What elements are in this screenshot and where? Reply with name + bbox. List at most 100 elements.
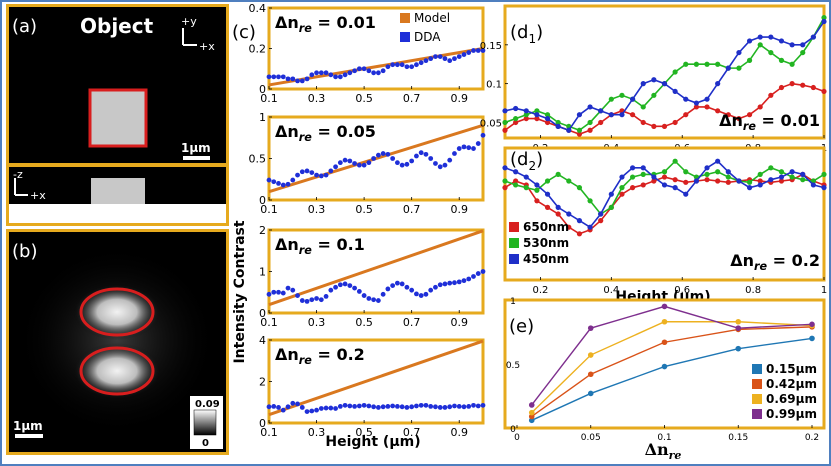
c2-dda-point — [285, 181, 291, 187]
panel-a-label: (a) — [12, 16, 37, 37]
d2-point-650nm — [715, 178, 721, 184]
d1-point-450nm — [789, 42, 795, 48]
d2-point-450nm — [566, 211, 572, 217]
c4-dda-point — [276, 405, 281, 410]
d1-point-530nm — [821, 15, 827, 21]
c3-dda-point — [328, 287, 334, 293]
e-point-0.15μm — [528, 417, 535, 424]
c1-dda-point — [295, 78, 300, 84]
c3-dda-point — [366, 296, 372, 301]
c1-dda-point — [276, 74, 281, 80]
c1-dda-point — [475, 48, 481, 53]
colorbar — [193, 409, 217, 436]
d1-point-450nm — [534, 112, 540, 118]
e-xtick-label: 0.1 — [657, 433, 671, 443]
d1-point-450nm — [576, 112, 583, 118]
c3-xtick-label: 0.5 — [355, 316, 373, 329]
axis-x-label: +x — [199, 40, 215, 53]
c3-dda-point — [276, 289, 281, 295]
d1-point-650nm — [651, 123, 657, 129]
c4-dda-point — [352, 404, 357, 409]
d1-point-450nm — [736, 49, 742, 56]
d2-point-530nm — [619, 185, 625, 191]
c1-dda-point — [466, 50, 472, 55]
d2-point-530nm — [534, 187, 540, 193]
c2-dda-point — [266, 177, 272, 183]
c2-dda-point — [328, 168, 334, 174]
c2-dda-point — [466, 145, 472, 151]
c1-dda-point — [471, 48, 476, 53]
d1-point-530nm — [502, 119, 508, 126]
d1-point-650nm — [778, 84, 785, 91]
c2-dda-point — [433, 161, 438, 166]
c4-dda-point — [285, 404, 291, 410]
c2-dda-point — [361, 162, 367, 168]
d1-point-530nm — [544, 112, 551, 118]
c1-dda-point — [423, 58, 429, 64]
c2-dda-point — [409, 158, 415, 164]
c3-dda-point — [447, 280, 453, 286]
d2-point-650nm — [534, 198, 540, 204]
panel-b-label: (b) — [12, 241, 37, 262]
d1-point-530nm — [789, 61, 795, 67]
legend-069-swatch — [752, 394, 762, 404]
d1-point-450nm — [683, 96, 689, 102]
d1-title: Δnre = 0.01 — [719, 111, 820, 133]
d1-point-450nm — [598, 108, 604, 114]
c1-dda-point — [385, 64, 391, 70]
c3-xtick-label: 0.1 — [260, 316, 278, 329]
d2-point-450nm — [555, 204, 561, 210]
d2-point-450nm — [704, 165, 710, 171]
c4-dda-point — [409, 404, 415, 410]
c2-xtick-label: 0.5 — [355, 203, 373, 216]
c1-xtick-label: 0.9 — [450, 92, 468, 105]
d1-point-530nm — [704, 61, 710, 67]
c3-dda-point — [433, 284, 438, 290]
e-point-0.69μm — [661, 318, 668, 325]
panel-d1-label: (d1) — [510, 22, 543, 46]
colorbar-min: 0 — [202, 438, 209, 449]
c4-chart: 0.1 0.3 0.5 0.7 0.9 0 2 4 Δnre = 0.2 — [259, 334, 486, 439]
d2-point-650nm — [566, 224, 572, 230]
c1-dda-point — [442, 56, 448, 62]
d1-point-530nm — [693, 61, 700, 67]
d2-point-450nm — [608, 191, 614, 197]
d1-point-650nm — [630, 112, 636, 118]
d2-point-450nm — [789, 169, 795, 175]
c1-dda-point — [404, 64, 410, 70]
c4-dda-point — [337, 404, 343, 409]
d2-point-650nm — [598, 218, 604, 224]
d2-point-530nm — [800, 177, 806, 183]
d2-point-530nm — [704, 171, 710, 177]
c2-dda-point — [475, 141, 481, 146]
e-point-0.42μm — [661, 339, 668, 346]
c2-dda-point — [452, 151, 457, 156]
c4-dda-point — [452, 403, 457, 409]
e-point-0.15μm — [809, 335, 815, 342]
e-point-0.69μm — [587, 352, 594, 358]
axis-z-label: -z — [13, 168, 23, 181]
d2-point-450nm — [693, 178, 700, 184]
c1-xtick-label: 0.5 — [355, 92, 373, 105]
d2-point-450nm — [715, 158, 721, 164]
c1-dda-point — [347, 70, 353, 76]
d2-point-450nm — [587, 224, 593, 230]
c1-dda-point — [399, 62, 405, 68]
c3-dda-point — [347, 283, 353, 289]
d1-point-650nm — [736, 115, 742, 122]
c1-dda-point — [395, 62, 400, 68]
d2-point-450nm — [725, 169, 731, 175]
d1-point-650nm — [661, 123, 668, 129]
c3-dda-point — [437, 282, 443, 288]
d1-point-450nm — [566, 127, 572, 133]
d1-point-450nm — [661, 81, 668, 87]
c1-title: Δnre = 0.01 — [275, 13, 376, 35]
d1-point-650nm — [746, 112, 753, 118]
c4-dda-point — [437, 405, 443, 410]
c3-dda-point — [266, 291, 272, 297]
c4-xtick-label: 0.1 — [260, 426, 278, 439]
legend-099-label: 0.99μm — [766, 407, 817, 421]
d1-point-530nm — [534, 108, 540, 114]
d1-point-450nm — [810, 34, 816, 40]
legend-450-label: 450nm — [523, 252, 569, 266]
